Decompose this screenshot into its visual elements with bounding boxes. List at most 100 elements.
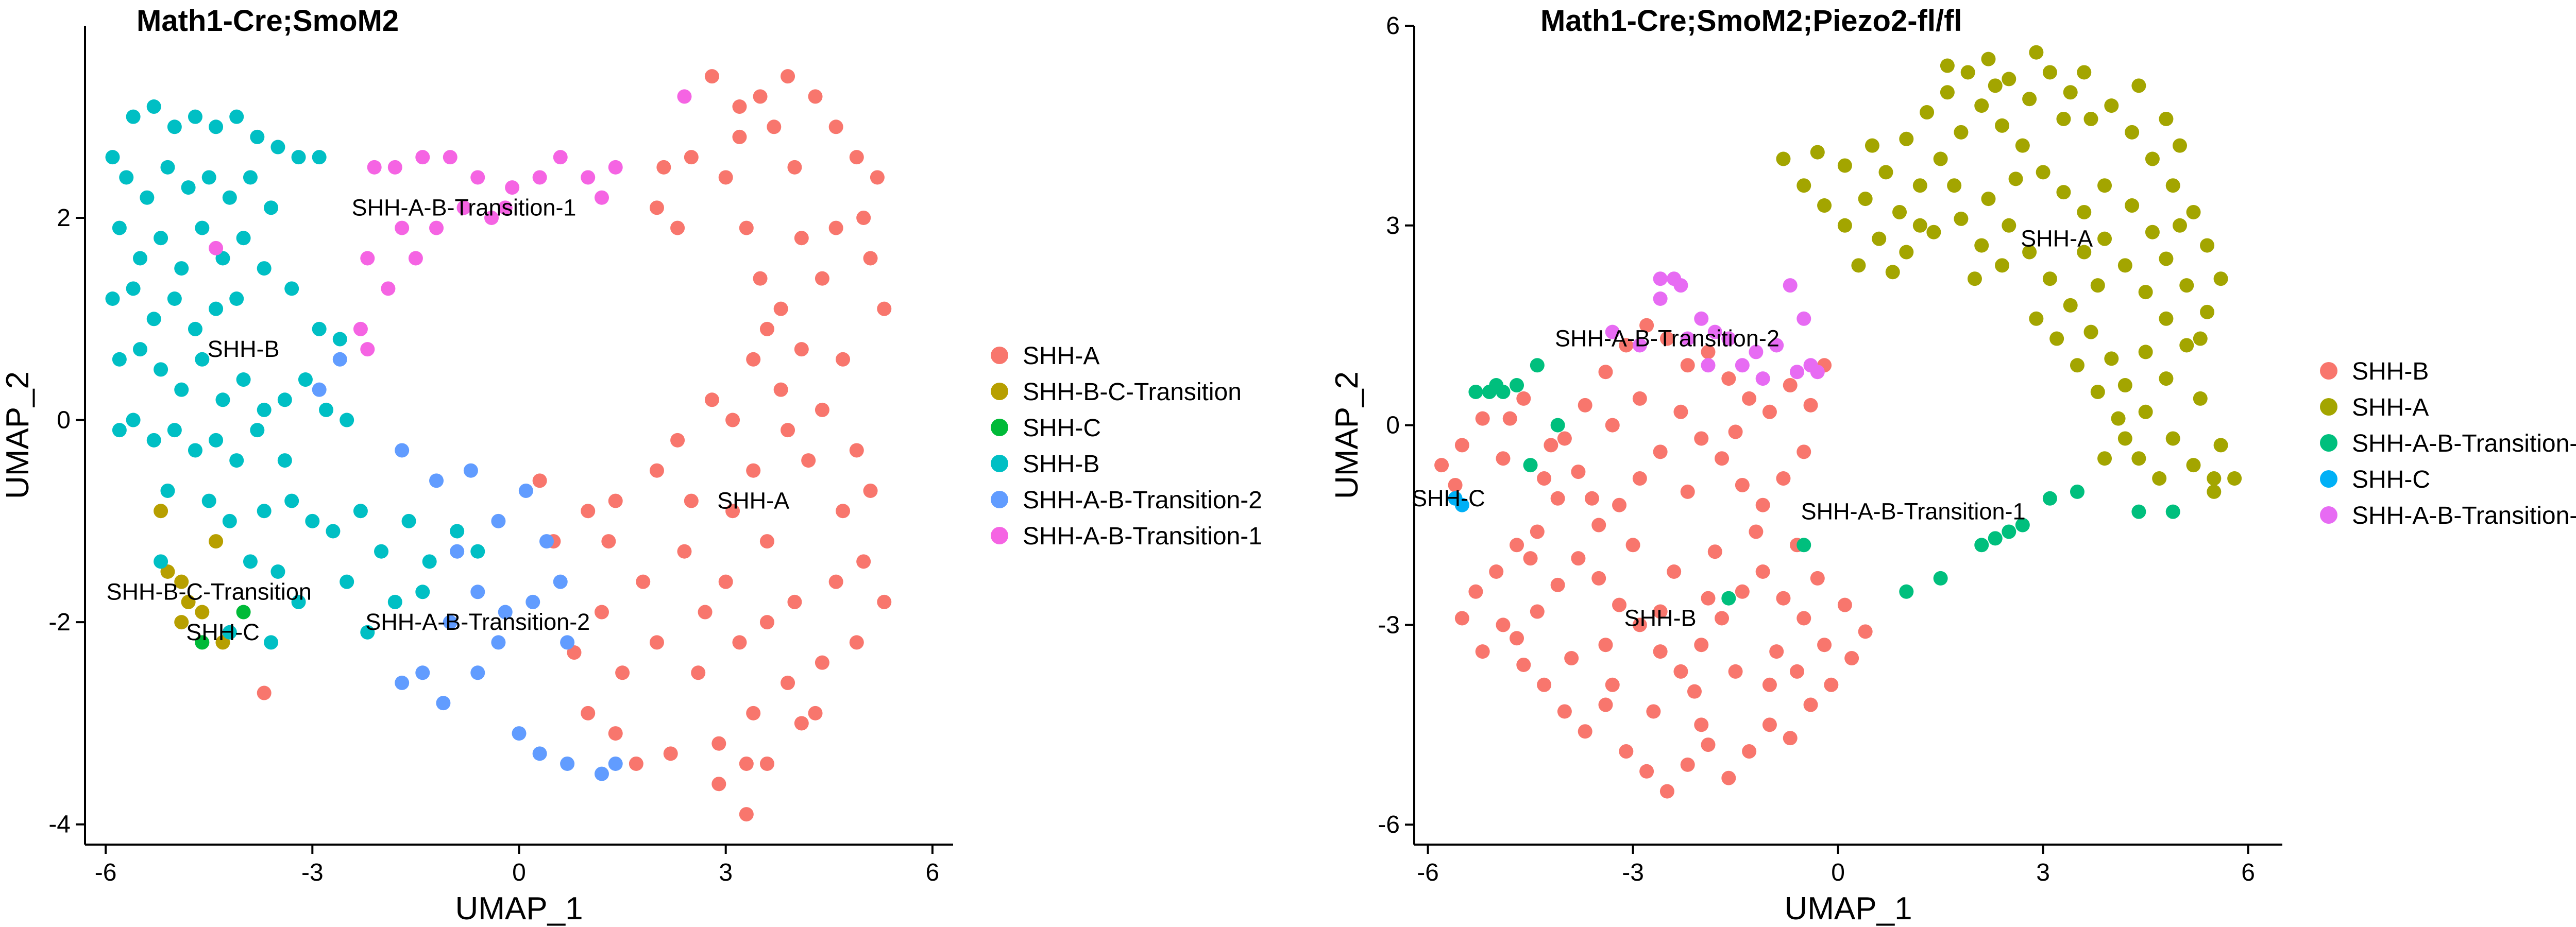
point-shh-b [236,231,251,246]
point-shh-a-b-transition-1 [1797,538,1811,553]
point-shh-a [2036,165,2050,180]
point-shh-b [229,291,244,306]
point-shh-a [684,493,699,508]
point-shh-a [2193,391,2208,406]
point-shh-b [1707,544,1722,559]
point-shh-b [1571,465,1586,479]
series-shh-c [1448,491,1469,512]
point-shh-a [1912,178,1927,193]
point-shh-b [1537,471,1552,486]
point-shh-b [1632,391,1647,406]
legend-key-shh-c [2320,470,2337,488]
point-shh-b [1571,551,1586,566]
point-shh-b [1694,431,1709,446]
point-shh-b [167,423,182,438]
point-shh-a [849,443,864,458]
point-shh-b [154,231,168,246]
point-shh-a-b-transition-2 [1721,331,1736,346]
point-shh-a-b-transition-1 [1530,358,1545,373]
point-shh-a-b-transition-1 [429,220,444,235]
point-shh-b [1496,617,1511,632]
point-shh-b [1728,424,1743,439]
point-shh-b [188,109,202,124]
point-shh-b [257,261,272,276]
point-shh-b [270,564,285,579]
point-shh-b [401,513,416,528]
point-shh-a [2165,431,2180,446]
y-tick-label: -3 [1378,611,1400,639]
point-shh-a [704,69,719,84]
point-shh-a [2179,338,2194,353]
point-shh-b [1550,577,1565,592]
point-shh-b [1659,331,1674,346]
point-shh-a [2159,311,2174,326]
x-tick-label: 0 [1831,859,1845,886]
point-shh-a-b-transition-1 [498,200,513,215]
point-shh-a-b-transition-1 [1482,384,1497,399]
point-shh-a [2104,98,2119,113]
point-shh-b [201,170,216,185]
point-shh-b [1673,404,1688,419]
point-shh-b [1468,584,1483,599]
point-shh-a-b-transition-2 [512,726,527,741]
point-shh-a-b-transition-1 [209,241,224,255]
point-shh-a [2207,471,2222,486]
point-shh-a [2097,231,2112,246]
point-shh-b [140,190,155,205]
point-shh-a-b-transition-1 [505,180,520,195]
point-shh-b [215,251,230,266]
point-shh-a-b-transition-2 [1735,358,1750,373]
point-shh-b [312,321,327,336]
x-tick-label: 6 [2241,859,2255,886]
legend-label-shh-c: SHH-C [1023,415,1101,442]
point-shh-b [1632,471,1647,486]
point-shh-a [670,433,685,448]
point-shh-a [2227,471,2242,486]
plot-title: Math1-Cre;SmoM2 [137,4,399,38]
point-shh-b [126,413,141,427]
point-shh-a [767,119,782,134]
cluster-label-shh-a-b-transition-1: SHH-A-B-Transition-1 [1801,499,2026,525]
point-shh-a-b-transition-2 [1810,365,1825,380]
point-shh-a-b-transition-2 [415,665,430,680]
point-shh-a [2015,138,2030,153]
point-shh-b [360,625,375,640]
point-shh-b [1530,524,1545,539]
point-shh-b [1776,591,1791,606]
point-shh-a [2002,72,2016,87]
point-shh-a [2186,204,2201,219]
point-shh-b [1687,684,1702,699]
y-tick-label: 0 [1386,412,1400,439]
point-shh-b [1680,358,1695,373]
point-shh-b [1646,704,1661,719]
point-shh-b [1639,764,1654,779]
point-shh-b-c-transition [174,615,189,630]
point-shh-a [828,220,843,235]
point-shh-a [787,594,802,609]
point-shh-a [849,635,864,650]
point-shh-b [277,392,292,407]
point-shh-a-b-transition-1 [2131,504,2146,519]
point-shh-b [1564,651,1579,666]
point-shh-a [2111,411,2126,426]
point-shh-a [2117,431,2132,446]
point-shh-b [1762,404,1777,419]
point-shh-a [836,352,851,367]
point-shh-a-b-transition-2 [450,544,465,559]
point-shh-b [222,625,237,640]
point-shh-a [1981,192,1996,207]
point-shh-a [2022,245,2037,260]
point-shh-a [2049,331,2064,346]
point-shh-a [1974,98,1989,113]
point-shh-b [1605,677,1620,692]
point-shh-b [132,342,147,357]
point-shh-b [236,372,251,387]
point-shh-c [195,635,210,650]
point-shh-a [2207,484,2222,499]
point-shh-a-b-transition-2 [1749,345,1764,359]
point-shh-a [2117,258,2132,273]
point-shh-a [2042,65,2057,80]
point-shh-a-b-transition-1 [2165,504,2180,519]
point-shh-b [1619,744,1634,759]
